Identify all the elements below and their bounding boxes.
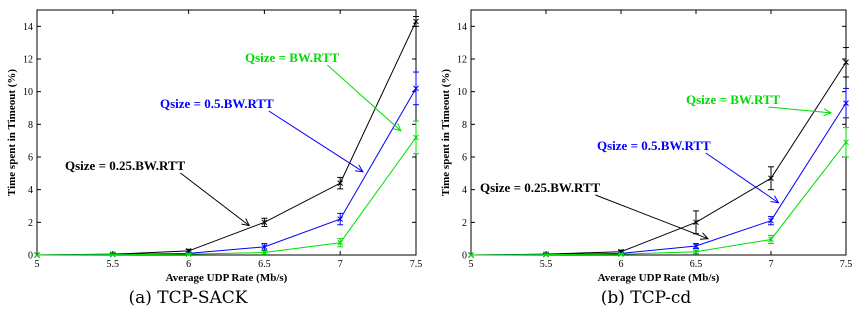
annotation-arrow: [768, 107, 831, 113]
annotation-label: Qsize = 0.5.BW.RTT: [597, 138, 711, 153]
y-axis-label: Time spent in Timeout (%): [440, 69, 452, 196]
series-line: [37, 21, 416, 255]
x-tick-label: 7: [338, 259, 343, 270]
y-tick-label: 14: [23, 22, 33, 33]
x-tick-label: 6: [186, 259, 191, 270]
y-tick-label: 2: [462, 218, 467, 229]
annotation-arrow: [180, 173, 249, 226]
y-tick-label: 10: [23, 87, 33, 98]
x-tick-label: 5.5: [107, 259, 120, 270]
x-tick-label: 6.5: [258, 259, 271, 270]
chart-panel-1: 5 5.5 6 6.5 7 7.5 0 2 4 6 8 10 12 14 Average UDP Rate …: [6, 10, 422, 308]
y-tick-label: 6: [462, 153, 467, 164]
x-tick-label: 5.5: [540, 259, 553, 270]
y-tick-label: 2: [28, 218, 33, 229]
annotation-arrow: [327, 65, 400, 131]
y-tick-label: 12: [23, 55, 33, 66]
y-tick-label: 8: [28, 120, 33, 131]
x-tick-label: 7.5: [840, 259, 852, 270]
plot-frame: [37, 10, 416, 255]
panel-caption: (b) TCP-cd: [601, 288, 692, 308]
annotation-label: Qsize = BW.RTT: [245, 50, 340, 65]
y-tick-label: 4: [28, 185, 33, 196]
plot-frame: [471, 10, 846, 255]
panel-caption: (a) TCP-SACK: [128, 288, 247, 308]
y-tick-label: 12: [457, 55, 467, 66]
y-tick-label: 0: [28, 251, 33, 262]
chart-panel-2: 5 5.5 6 6.5 7 7.5 0 2 4 6 8 10 12 14 Average UDP Rate …: [440, 10, 852, 308]
annotation-arrow: [595, 195, 708, 239]
y-axis-label: Time spent in Timeout (%): [6, 69, 18, 196]
arrowhead: [355, 165, 363, 172]
annotation-label: Qsize = 0.25.BW.RTT: [65, 158, 186, 173]
y-tick-label: 6: [28, 153, 33, 164]
annotation-label: Qsize = BW.RTT: [686, 92, 781, 107]
y-tick-label: 0: [462, 251, 467, 262]
series-line: [471, 142, 846, 255]
x-tick-label: 5: [35, 259, 40, 270]
y-tick-label: 8: [462, 120, 467, 131]
x-tick-label: 6.5: [690, 259, 703, 270]
series-line: [37, 137, 416, 255]
x-tick-label: 6: [619, 259, 624, 270]
y-tick-label: 4: [462, 185, 467, 196]
x-axis-label: Average UDP Rate (Mb/s): [598, 272, 720, 284]
y-tick-label: 10: [457, 87, 467, 98]
y-tick-label: 14: [457, 22, 467, 33]
annotation-label: Qsize = 0.5.BW.RTT: [160, 96, 274, 111]
x-tick-label: 5: [469, 259, 474, 270]
annotation-label: Qsize = 0.25.BW.RTT: [480, 180, 601, 195]
x-tick-label: 7.5: [410, 259, 423, 270]
x-axis-label: Average UDP Rate (Mb/s): [166, 272, 288, 284]
x-tick-label: 7: [769, 259, 774, 270]
annotation-arrow: [269, 111, 363, 172]
series-line: [471, 62, 846, 255]
